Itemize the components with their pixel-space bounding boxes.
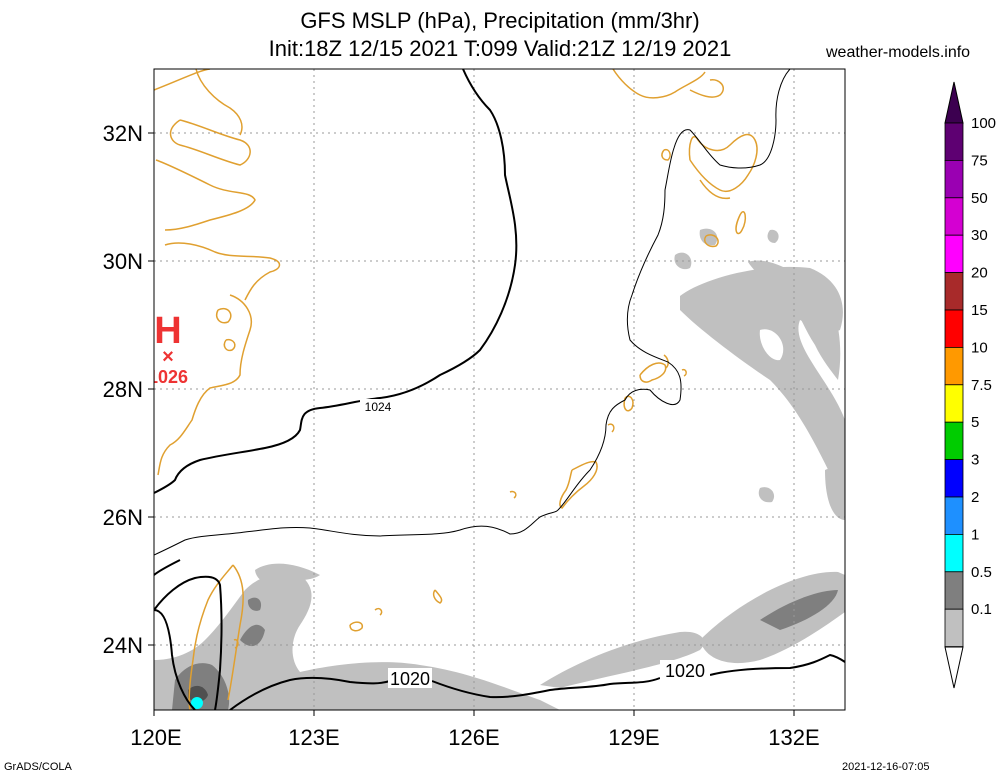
high-symbol: H xyxy=(154,310,181,352)
legend-top-arrow xyxy=(944,81,964,124)
legend-label: 75 xyxy=(971,152,988,169)
isobar-labels: 1024 1020 1020 xyxy=(360,399,710,689)
map-subtitle: Init:18Z 12/15 2021 T:099 Valid:21Z 12/1… xyxy=(268,36,732,61)
lon-label: 123E xyxy=(288,725,339,750)
legend-swatch xyxy=(944,384,964,423)
legend-label: 3 xyxy=(971,452,979,469)
precipitation-shading xyxy=(154,228,845,710)
high-pressure-center: H × 1026 xyxy=(148,310,188,387)
legend-swatch xyxy=(944,571,964,610)
legend-swatch xyxy=(944,421,964,461)
legend-swatch xyxy=(944,122,964,161)
legend-label: 30 xyxy=(971,227,988,244)
legend-label: 10 xyxy=(971,339,988,356)
isobars xyxy=(154,69,845,710)
high-center-marker: × xyxy=(162,346,174,368)
legend-label: 0.5 xyxy=(971,564,992,581)
legend-label: 7.5 xyxy=(971,377,992,394)
coastlines xyxy=(154,69,758,710)
lon-label: 120E xyxy=(130,725,181,750)
lon-label: 129E xyxy=(608,725,659,750)
lon-label: 126E xyxy=(448,725,499,750)
lat-label: 28N xyxy=(103,377,143,402)
lat-label: 26N xyxy=(103,505,143,530)
lon-labels: 120E 123E 126E 129E 132E xyxy=(130,725,819,750)
legend-labels: 100 75 50 30 20 15 10 7.5 5 3 2 1 0.5 0.1 xyxy=(971,115,996,618)
legend-swatch xyxy=(944,608,964,648)
legend-swatch xyxy=(944,309,964,348)
legend-label: 50 xyxy=(971,190,988,207)
legend-label: 2 xyxy=(971,489,979,506)
legend-label: 100 xyxy=(971,115,996,132)
precip-legend: 100 75 50 30 20 15 10 7.5 5 3 2 1 0.5 0.1 xyxy=(944,81,996,689)
high-pressure-value: 1026 xyxy=(148,367,188,387)
lat-label: 30N xyxy=(103,249,143,274)
legend-swatches xyxy=(944,122,964,648)
legend-swatch xyxy=(944,534,964,573)
isobar-label-1020-west: 1020 xyxy=(390,669,430,689)
grads-credit: GrADS/COLA xyxy=(4,761,72,773)
legend-swatch xyxy=(944,159,964,199)
legend-label: 20 xyxy=(971,265,988,282)
lon-label: 132E xyxy=(768,725,819,750)
lat-label: 32N xyxy=(103,121,143,146)
heavy-precip-cell xyxy=(191,697,203,709)
legend-bottom-arrow xyxy=(944,646,964,689)
legend-swatch xyxy=(944,272,964,311)
legend-label: 5 xyxy=(971,414,979,431)
legend-swatch xyxy=(944,197,964,236)
axis-ticks xyxy=(148,132,795,716)
legend-swatch xyxy=(944,234,964,273)
render-timestamp: 2021-12-16-07:05 xyxy=(842,761,930,773)
map-title: GFS MSLP (hPa), Precipitation (mm/3hr) xyxy=(300,8,700,33)
site-credit: weather-models.info xyxy=(826,44,971,61)
legend-label: 15 xyxy=(971,302,988,319)
isobar-label-1020-east: 1020 xyxy=(665,661,705,681)
lat-label: 24N xyxy=(103,633,143,658)
legend-swatch xyxy=(944,496,964,535)
legend-swatch xyxy=(944,346,964,386)
legend-label: 1 xyxy=(971,526,979,543)
legend-label: 0.1 xyxy=(971,601,992,618)
legend-swatch xyxy=(944,459,964,498)
graticule xyxy=(154,69,845,710)
isobar-label-1024: 1024 xyxy=(365,400,392,414)
lat-labels: 32N 30N 28N 26N 24N xyxy=(103,121,143,658)
